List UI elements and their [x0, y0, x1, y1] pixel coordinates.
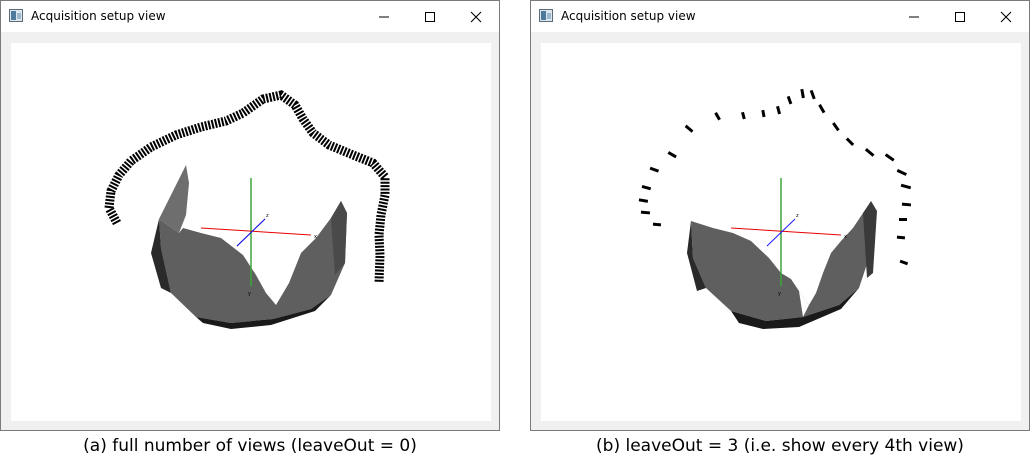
app-window-icon [539, 9, 553, 22]
scanned-mesh [687, 201, 877, 329]
close-icon [1000, 11, 1012, 23]
camera-marker [899, 218, 907, 221]
acquisition-window-b: Acquisition setup view x y [530, 0, 1030, 431]
window-title: Acquisition setup view [561, 9, 696, 23]
camera-marker [714, 112, 721, 121]
close-icon [470, 11, 482, 23]
camera-marker [896, 168, 907, 176]
camera-marker [652, 222, 662, 227]
camera-marker [884, 153, 895, 162]
caption-b: (b) leaveOut = 3 (i.e. show every 4th vi… [596, 436, 964, 456]
close-button[interactable] [453, 1, 499, 32]
z-axis-label: z [796, 213, 799, 219]
camera-marker [818, 104, 826, 114]
maximize-icon [955, 12, 965, 22]
minimize-button[interactable] [361, 1, 407, 32]
camera-marker [776, 105, 782, 115]
camera-marker [800, 88, 805, 99]
minimize-button[interactable] [891, 1, 937, 32]
camera-marker [896, 235, 906, 240]
close-button[interactable] [983, 1, 1029, 32]
camera-marker [832, 122, 840, 132]
camera-marker [761, 109, 766, 118]
z-axis-label: z [266, 213, 269, 219]
camera-marker [845, 137, 855, 146]
app-window-icon [9, 9, 23, 22]
camera-marker [667, 151, 677, 159]
camera-marker [741, 111, 746, 120]
maximize-icon [425, 12, 435, 22]
camera-marker [641, 184, 652, 191]
camera-marker [864, 148, 875, 157]
scene-canvas: x y z [104, 90, 390, 329]
camera-marker [900, 183, 912, 190]
camera-marker [899, 259, 909, 266]
3d-viewport[interactable]: x y z [541, 43, 1021, 421]
camera-marker [638, 198, 649, 203]
camera-marker [901, 202, 912, 207]
acquisition-window-a: Acquisition setup view [0, 0, 500, 431]
y-axis-label: y [248, 291, 251, 297]
maximize-button[interactable] [937, 1, 983, 32]
camera-marker [684, 124, 694, 133]
camera-path-sparse [638, 88, 912, 266]
camera-marker [786, 95, 793, 105]
camera-marker [649, 166, 660, 173]
title-bar[interactable]: Acquisition setup view [1, 1, 499, 32]
minimize-icon [379, 16, 389, 18]
title-bar[interactable]: Acquisition setup view [531, 1, 1029, 32]
camera-marker [640, 210, 651, 215]
camera-marker [809, 89, 816, 100]
coordinate-axes: x y z [730, 178, 847, 297]
scene-canvas: x y z [638, 88, 912, 329]
3d-viewport[interactable]: x y z [11, 43, 491, 421]
x-axis-label: x [844, 234, 847, 240]
coordinate-axes: x y z [200, 178, 317, 297]
window-title: Acquisition setup view [31, 9, 166, 23]
maximize-button[interactable] [407, 1, 453, 32]
y-axis-label: y [778, 291, 781, 297]
caption-a: (a) full number of views (leaveOut = 0) [83, 436, 417, 456]
x-axis-label: x [314, 234, 317, 240]
scanned-mesh [151, 165, 347, 329]
minimize-icon [909, 16, 919, 18]
